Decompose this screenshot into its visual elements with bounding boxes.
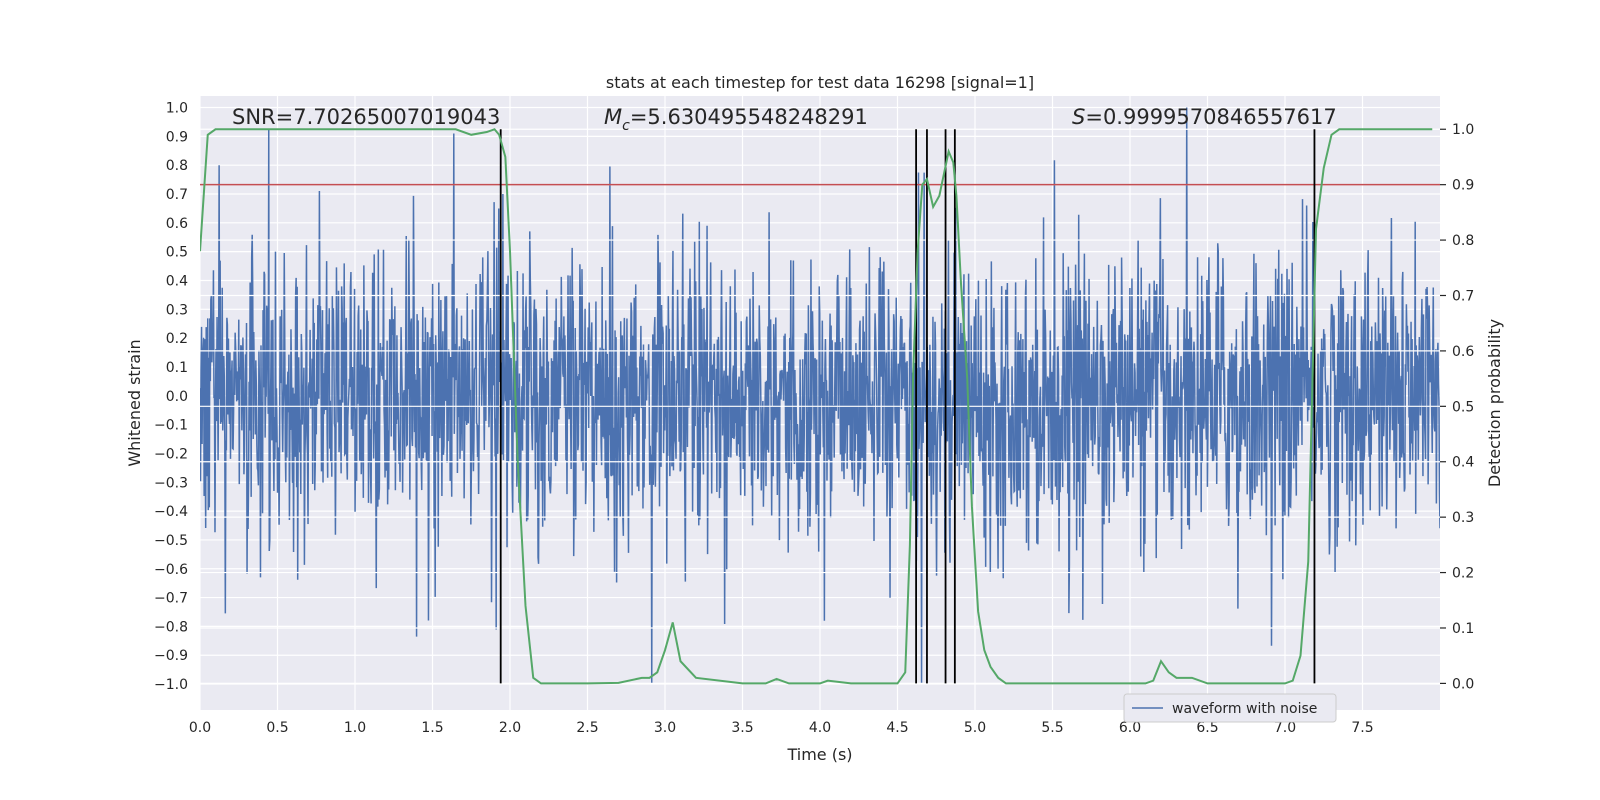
x-tick-label: 6.5 [1196,720,1218,736]
x-tick-label: 0.5 [266,720,288,736]
x-tick-label: 3.0 [654,720,676,736]
y-right-tick-label: 0.8 [1452,233,1474,249]
y-left-tick-label: −0.5 [154,533,188,549]
y-left-tick-label: −0.3 [154,475,188,491]
x-tick-label: 2.0 [499,720,521,736]
y-left-tick-label: −0.7 [154,591,188,607]
y-left-tick-label: 0.6 [166,216,188,232]
chirp-mass-value: =5.630495548248291 [630,105,868,129]
y-right-tick-label: 0.4 [1452,455,1474,471]
y-left-tick-label: 0.1 [166,360,188,376]
y-right-tick-label: 0.3 [1452,510,1474,526]
y-left-tick-label: 0.4 [166,273,188,289]
y-left-tick-label: −0.9 [154,648,188,664]
detection-probability-series [200,128,1433,685]
x-tick-label: 0.0 [189,720,211,736]
y-right-tick-label: 1.0 [1452,122,1474,138]
y-left-tick-label: 0.0 [166,389,188,405]
chirp-mass-symbol: M [604,105,622,129]
legend-box [1123,693,1337,723]
y-left-tick-label: 0.7 [166,187,188,203]
y-right-tick-label: 0.1 [1452,621,1474,637]
x-axis-ticks: 0.0 0.5 1.0 1.5 2.0 2.5 3.0 3.5 4.0 4.5 5.0 5.5 6.0 6… [189,720,1374,736]
x-tick-label: 4.0 [809,720,831,736]
x-tick-label: 1.0 [344,720,366,736]
x-tick-label: 6.0 [1119,720,1141,736]
x-tick-label: 3.5 [731,720,753,736]
waveform-series [200,107,1440,685]
y-right-tick-label: 0.9 [1452,178,1474,194]
score-value: =0.9999570846557617 [1085,105,1336,129]
y-left-tick-label: −0.6 [154,562,188,578]
y-left-axis-label: Whitened strain [125,339,144,466]
y-right-tick-label: 0.6 [1452,344,1474,360]
y-left-tick-label: −0.4 [154,504,188,520]
x-tick-label: 7.0 [1274,720,1296,736]
y-left-tick-label: −0.8 [154,619,188,635]
y-right-tick-label: 0.2 [1452,566,1474,582]
y-left-tick-label: −1.0 [154,677,188,693]
detection-markers [499,129,1316,684]
x-tick-label: 7.5 [1351,720,1373,736]
score-annotation: S=0.9999570846557617 [1072,105,1337,129]
y-left-tick-label: 0.5 [166,245,188,261]
y-left-tick-label: −0.1 [154,418,188,434]
y-left-tick-label: 0.9 [166,129,188,145]
y-right-tick-label: 0.0 [1452,676,1474,692]
x-tick-label: 2.5 [576,720,598,736]
score-symbol: S [1072,105,1085,129]
chirp-mass-annotation: Mc=5.630495548248291 [604,105,868,134]
legend-label: waveform with noise [1172,701,1317,717]
y-left-tick-label: 1.0 [166,101,188,117]
y-left-axis-ticks: 1.0 0.9 0.8 0.7 0.6 0.5 0.4 0.3 0.2 0.1 0.0 −0.1 −0.… [154,101,188,694]
y-right-axis-ticks: 1.0 0.9 0.8 0.7 0.6 0.5 0.4 0.3 0.2 0.1 0.0 [1440,122,1474,692]
y-right-tick-label: 0.7 [1452,288,1474,304]
chart-title: stats at each timestep for test data 162… [606,73,1034,92]
x-tick-label: 5.5 [1041,720,1063,736]
y-left-tick-label: 0.3 [166,302,188,318]
y-left-tick-label: −0.2 [154,446,188,462]
y-left-tick-label: 0.8 [166,158,188,174]
snr-annotation: SNR=7.70265007019043 [232,105,500,129]
x-axis-label: Time (s) [786,745,852,764]
y-right-axis-label: Detection probability [1485,319,1504,487]
y-right-tick-label: 0.5 [1452,399,1474,415]
x-tick-label: 1.5 [421,720,443,736]
x-tick-label: 5.0 [964,720,986,736]
legend: waveform with noise [1123,693,1337,723]
chirp-mass-subscript: c [622,118,630,134]
x-tick-label: 4.5 [886,720,908,736]
y-left-tick-label: 0.2 [166,331,188,347]
